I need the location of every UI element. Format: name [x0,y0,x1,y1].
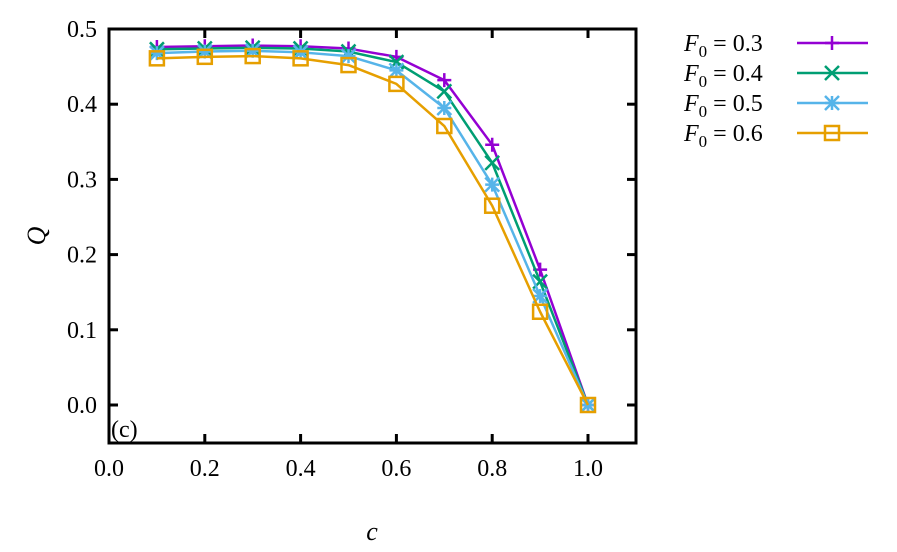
legend-label: F0 = 0.6 [683,121,763,151]
plot-series [148,38,597,414]
legend-label: F0 = 0.4 [683,61,763,91]
y-tick-label: 0.0 [67,393,97,419]
x-tick-label: 0.2 [190,456,220,482]
y-axis-label: Q [22,226,51,245]
y-tick-label: 0.1 [67,318,97,344]
legend-item: F0 = 0.6 [683,121,868,151]
axis-ticks [109,29,636,443]
series-f0-0-6 [148,47,597,414]
panel-label: (c) [111,417,138,443]
legend-label: F0 = 0.5 [683,91,763,121]
tick-labels: 0.0 0.2 0.4 0.6 0.8 1.0 0.0 0.1 0.2 0.3 0.4 0.5 [67,17,603,482]
y-tick-label: 0.4 [67,92,97,118]
plot-frame [107,27,638,445]
legend: F0 = 0.3F0 = 0.4F0 = 0.5F0 = 0.6 [683,31,868,151]
series-f0-0-5 [149,42,596,413]
y-tick-label: 0.2 [67,243,97,269]
y-tick-label: 0.3 [67,167,97,193]
series-f0-0-3 [149,38,595,412]
x-axis-label: c [366,517,378,546]
legend-item: F0 = 0.3 [683,31,868,61]
legend-item: F0 = 0.5 [683,91,868,121]
x-tick-label: 0.0 [94,456,124,482]
x-tick-label: 0.8 [477,456,507,482]
x-tick-label: 0.4 [286,456,316,482]
legend-item: F0 = 0.4 [683,61,868,91]
x-tick-label: 1.0 [573,456,603,482]
y-tick-label: 0.5 [67,17,97,43]
series-f0-0-4 [149,39,596,413]
legend-label: F0 = 0.3 [683,31,763,61]
x-tick-label: 0.6 [381,456,411,482]
